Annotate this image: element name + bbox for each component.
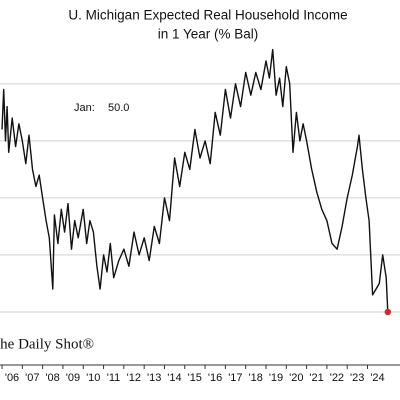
x-tick-label: '20	[289, 372, 303, 384]
x-tick-label: '22	[330, 372, 344, 384]
x-tick-label: '23	[350, 372, 364, 384]
x-tick-label: '21	[309, 372, 323, 384]
source: The Daily Shot®	[0, 336, 94, 352]
x-tick-label: '07	[25, 372, 39, 384]
x-tick-label: '14	[167, 372, 181, 384]
x-tick-label: '06	[5, 372, 19, 384]
x-tick-label: '09	[66, 372, 80, 384]
x-tick-label: '19	[269, 372, 283, 384]
x-tick-label: '13	[147, 372, 161, 384]
x-tick-label: '12	[127, 372, 141, 384]
x-tick-label: '15	[188, 372, 202, 384]
line	[1, 48, 389, 313]
x-tick-label: '16	[208, 372, 222, 384]
x-tick-label: '17	[228, 372, 242, 384]
title-line-1: U. Michigan Expected Real Household Inco…	[68, 8, 347, 23]
annotation-value: 50.0	[108, 102, 129, 114]
x-tick-label: '24	[370, 372, 384, 384]
x-tick-label: '08	[45, 372, 59, 384]
annotation-label: Jan:	[74, 102, 95, 114]
x-tick-label: '10	[86, 372, 100, 384]
x-tick-label: '11	[107, 372, 121, 384]
x-tick-label: '18	[249, 372, 263, 384]
title-line-2: in 1 Year (% Bal)	[158, 27, 259, 42]
last-point	[384, 308, 392, 316]
